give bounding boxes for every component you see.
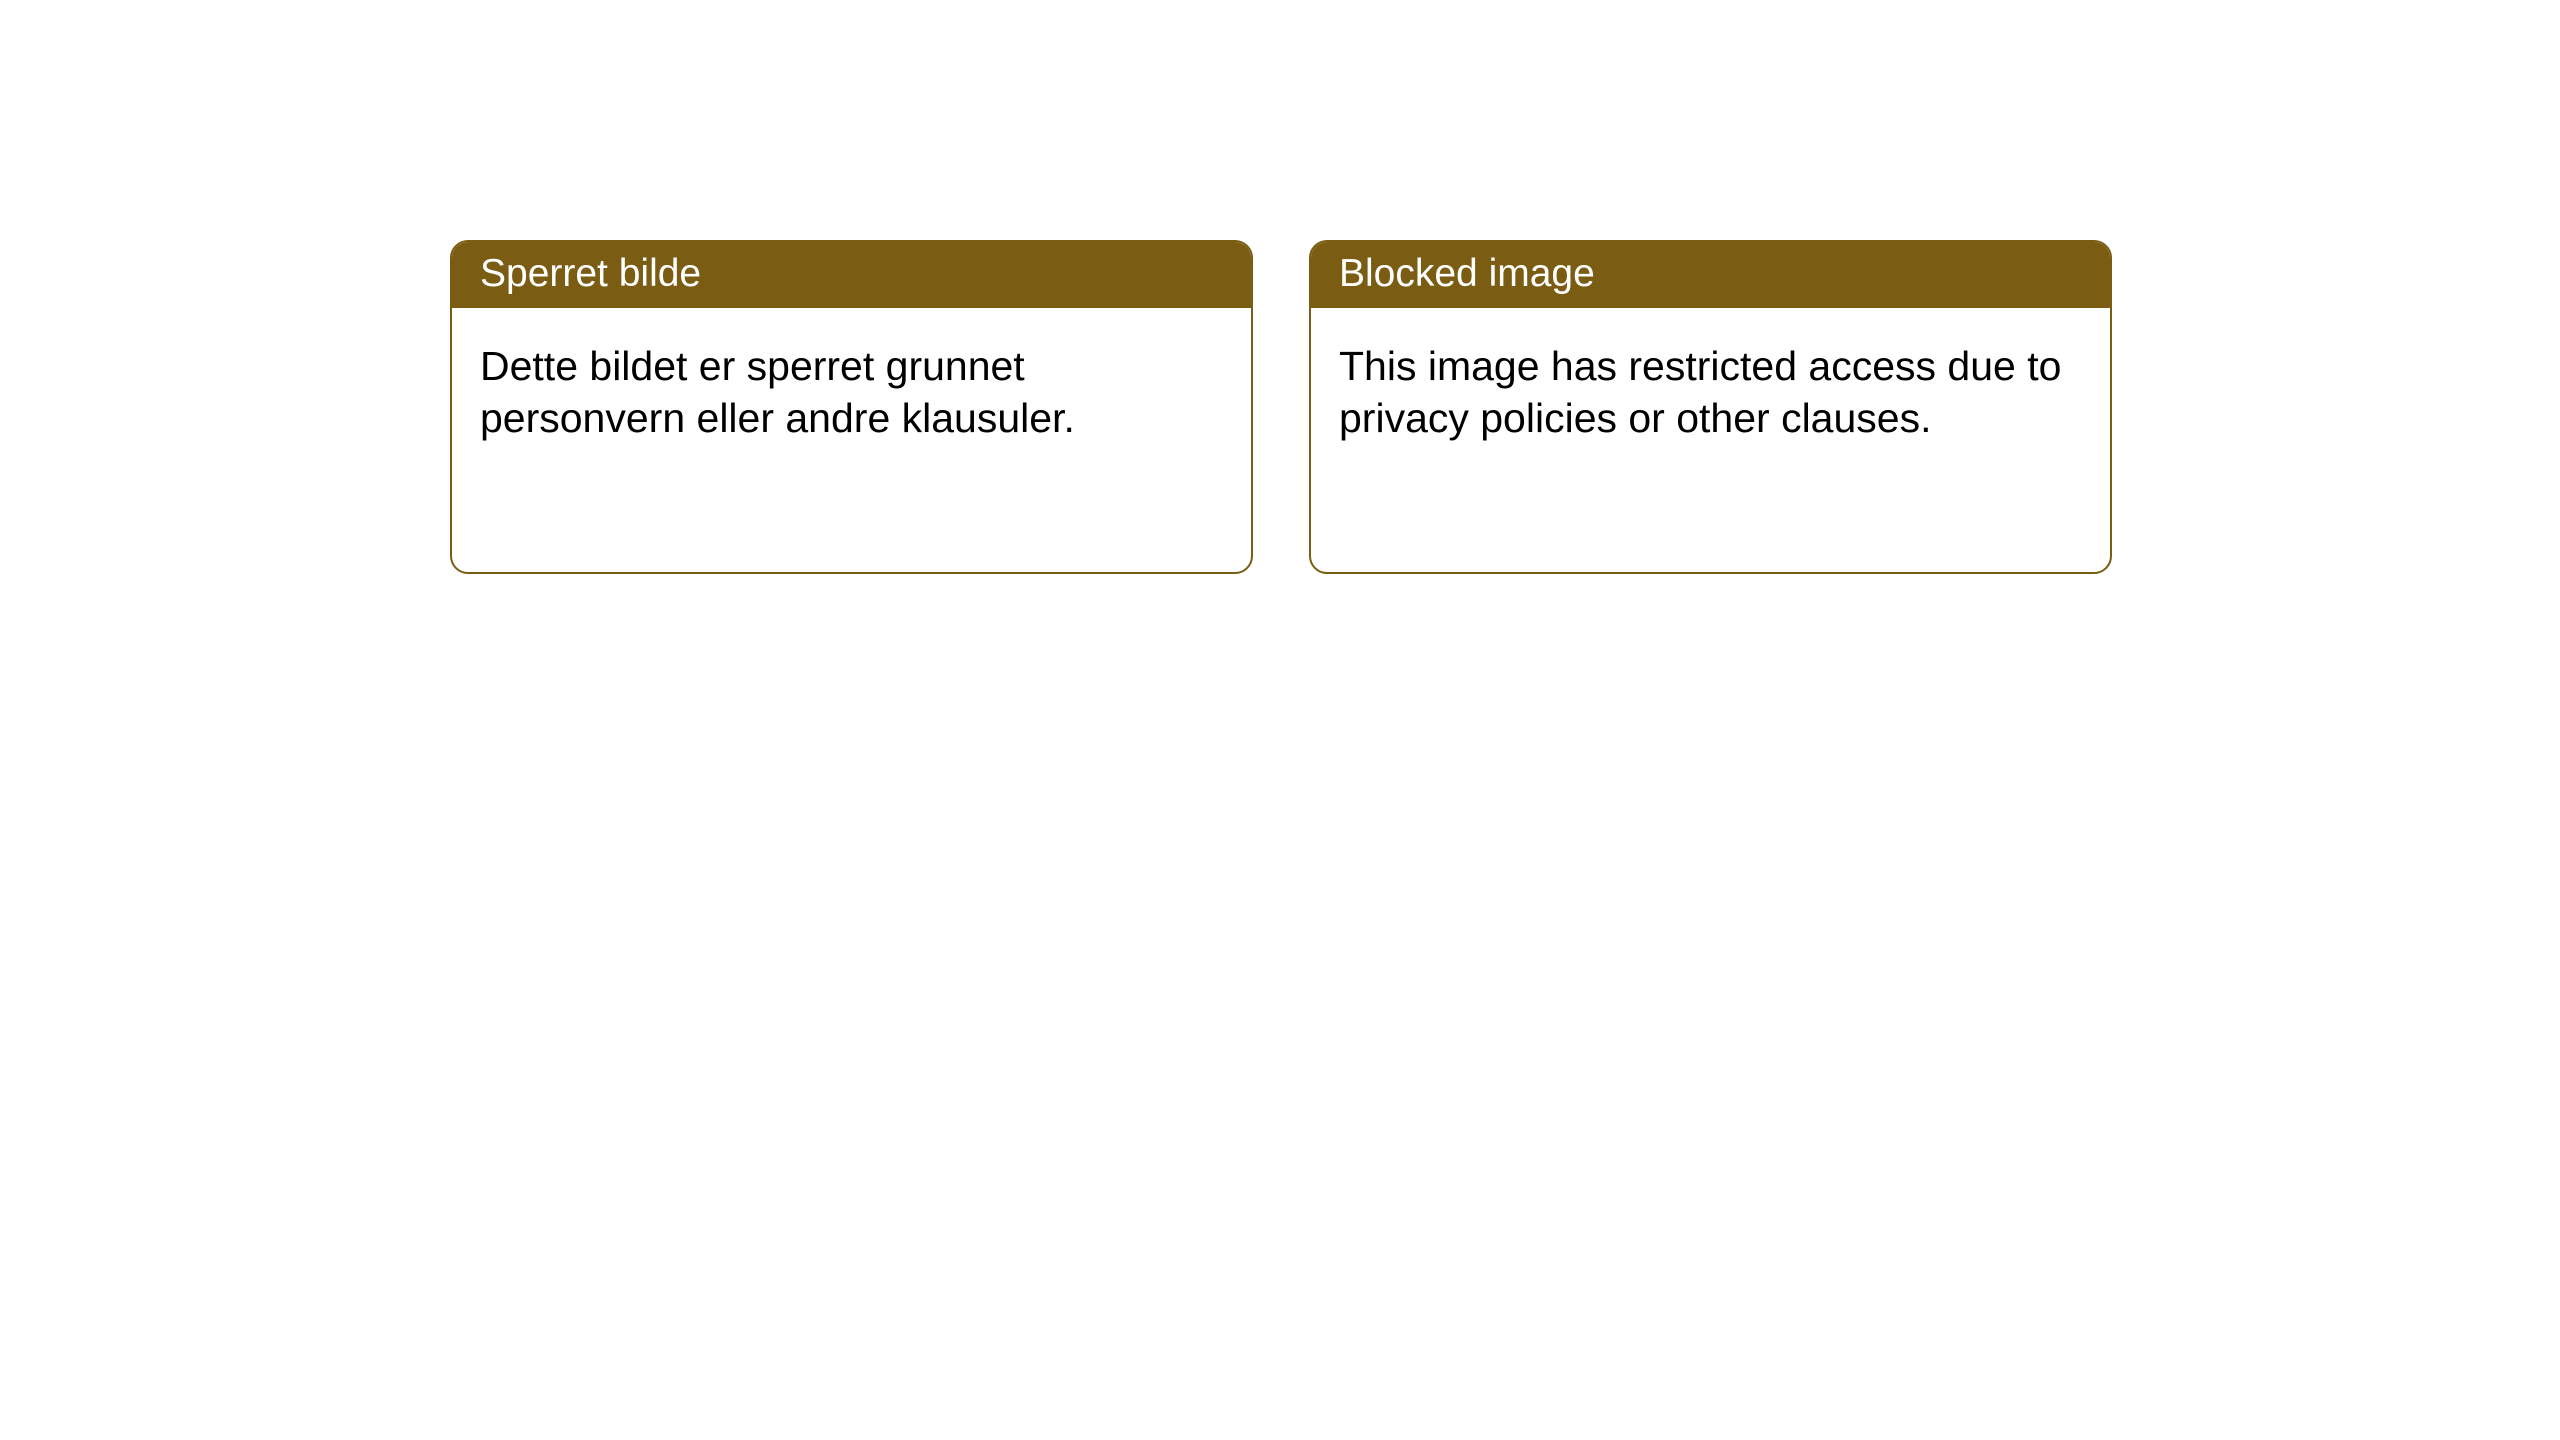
notice-card-english: Blocked image This image has restricted …	[1309, 240, 2112, 574]
card-title: Sperret bilde	[452, 242, 1251, 308]
card-body-text: This image has restricted access due to …	[1311, 308, 2110, 477]
notice-cards-container: Sperret bilde Dette bildet er sperret gr…	[450, 240, 2112, 574]
card-title: Blocked image	[1311, 242, 2110, 308]
card-body-text: Dette bildet er sperret grunnet personve…	[452, 308, 1251, 477]
notice-card-norwegian: Sperret bilde Dette bildet er sperret gr…	[450, 240, 1253, 574]
